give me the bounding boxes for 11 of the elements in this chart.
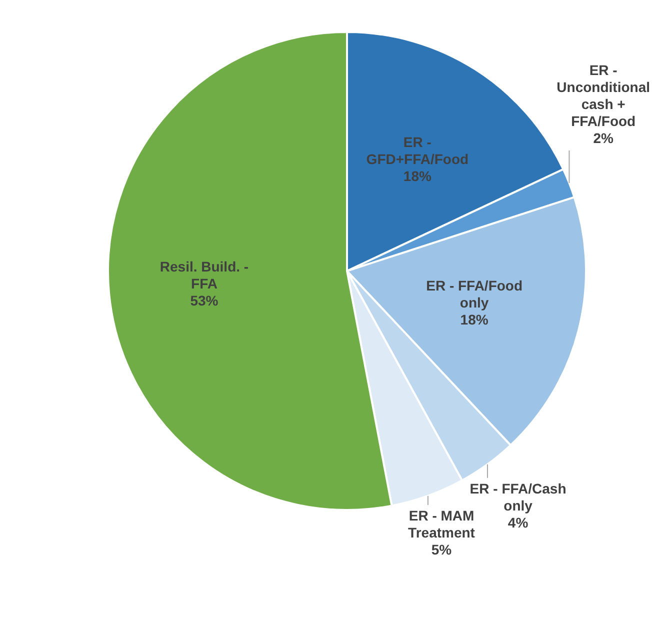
data-label: 18% (460, 312, 489, 328)
data-label: 5% (431, 541, 452, 558)
data-label: 4% (508, 514, 529, 530)
slice-label: Resil. Build. - FFA (160, 258, 249, 292)
data-label: 18% (403, 168, 432, 184)
data-label: 53% (190, 292, 219, 308)
slice-label: ER - GFD+FFA/Food (366, 134, 469, 167)
slice-label: ER - Unconditional cash + FFA/Food (556, 62, 650, 129)
slice-label: ER - FFA/Food only (426, 278, 523, 311)
data-label: 2% (593, 130, 614, 146)
slice-label: ER - MAM Treatment (408, 507, 476, 540)
